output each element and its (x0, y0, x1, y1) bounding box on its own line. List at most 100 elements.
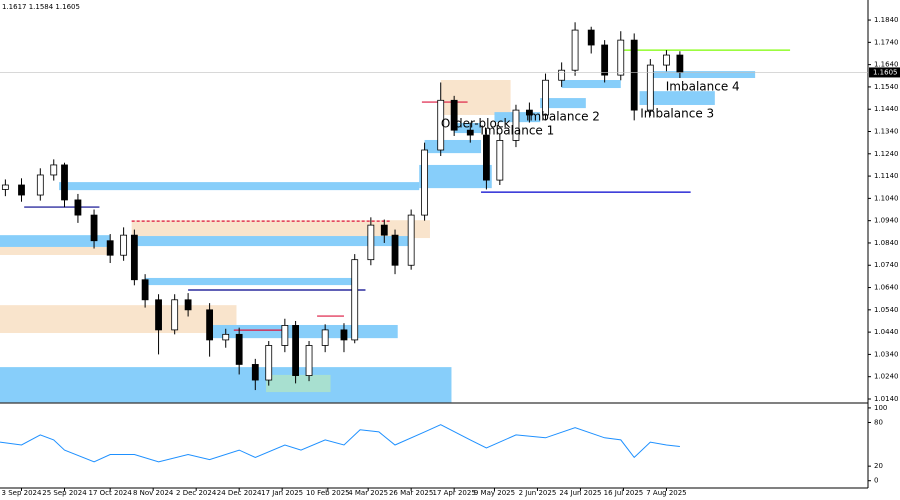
x-tick-label: 9 May 2025 (474, 489, 515, 497)
candle-body (380, 224, 388, 236)
y-tick-label: 1.0340 (874, 350, 899, 358)
zone (145, 277, 353, 286)
candle-body (74, 199, 82, 216)
candle-body (367, 224, 375, 261)
candle-body (496, 140, 504, 181)
x-tick-label: 17 Jan 2025 (261, 489, 303, 497)
candle-body (512, 109, 520, 141)
candle-body (281, 325, 289, 346)
candle-body (106, 240, 114, 256)
y-tick-label: 1.1640 (874, 61, 899, 69)
x-tick-label: 2 Jun 2025 (519, 489, 557, 497)
x-tick-label: 4 Mar 2025 (348, 489, 388, 497)
candle-body (130, 234, 138, 281)
y-tick-label: 1.0740 (874, 261, 899, 269)
candle-body (407, 214, 415, 266)
candle-body (90, 214, 98, 242)
candle-body (663, 54, 670, 66)
x-tick-label: 10 Feb 2025 (306, 489, 350, 497)
x-tick-label: 17 Oct 2024 (89, 489, 133, 497)
y-tick-label: 100 (874, 404, 887, 412)
candle-body (171, 299, 179, 331)
y-tick-label: 1.0240 (874, 373, 899, 381)
x-tick-label: 26 Mar 2025 (389, 489, 433, 497)
candle-body (265, 345, 273, 381)
x-tick-label: 7 Aug 2025 (646, 489, 686, 497)
candle-body (251, 364, 259, 381)
candle-body (617, 39, 625, 76)
candle-body (676, 54, 684, 73)
zone-label: Imbalance 1 (480, 124, 554, 138)
zone (131, 236, 412, 247)
zone (650, 71, 756, 79)
y-tick-label: 1.1240 (874, 150, 899, 158)
candle-body (305, 345, 313, 376)
y-tick-label: 1.1340 (874, 128, 899, 136)
candle-body (421, 149, 428, 216)
zone (131, 220, 430, 239)
current-price-tag (869, 67, 900, 78)
candle-body (466, 129, 474, 136)
candle-body (321, 329, 329, 346)
candle-body (184, 299, 192, 311)
candle-body (18, 184, 25, 196)
x-tick-label: 24 Dec 2024 (217, 489, 262, 497)
zone (0, 367, 452, 403)
candle-body (120, 234, 128, 256)
y-tick-label: 1.0140 (874, 395, 899, 403)
x-tick-label: 25 Sep 2024 (42, 489, 87, 497)
y-tick-label: 1.0640 (874, 284, 899, 292)
y-tick-label: 1.0840 (874, 239, 899, 247)
x-tick-label: 2 Dec 2024 (176, 489, 217, 497)
zone (59, 182, 420, 191)
zone (266, 374, 331, 393)
y-tick-label: 0 (874, 477, 878, 485)
zone (561, 80, 621, 89)
zone-label: Imbalance 4 (666, 80, 740, 94)
candle-body (542, 79, 549, 116)
candle-body (292, 325, 300, 376)
candle-body (558, 69, 566, 81)
x-tick-label: 24 Jun 2025 (559, 489, 601, 497)
current-price-label: 1.1605 (873, 68, 898, 76)
zone (0, 235, 111, 247)
candle-body (141, 279, 149, 301)
candle-body (61, 164, 68, 201)
x-tick-label: 3 Sep 2024 (2, 489, 42, 497)
x-tick-label: 17 Apr 2025 (433, 489, 476, 497)
zone (209, 324, 398, 339)
zone-label: Imbalance 3 (640, 106, 714, 120)
candle-body (351, 259, 359, 341)
candle-body (222, 333, 230, 341)
zone-label: Order-block (441, 117, 511, 131)
zone (540, 98, 586, 109)
candle-body (340, 329, 348, 341)
y-tick-label: 1.0540 (874, 306, 899, 314)
y-tick-label: 1.1740 (874, 38, 899, 46)
oscillator-line (0, 424, 680, 463)
candle-body (50, 164, 58, 176)
y-tick-label: 1.1540 (874, 83, 899, 91)
candle-body (391, 234, 399, 266)
candle-body (571, 29, 579, 71)
zone (639, 91, 715, 105)
candle-body (587, 29, 595, 46)
y-tick-label: 1.1840 (874, 16, 899, 24)
x-tick-label: 16 Jul 2025 (604, 489, 644, 497)
zone (419, 164, 492, 189)
y-tick-label: 20 (874, 462, 883, 470)
zone (0, 305, 237, 334)
zone (424, 139, 482, 154)
candle-body (1, 184, 9, 190)
y-tick-label: 1.1040 (874, 194, 899, 202)
candle-body (206, 309, 214, 341)
x-tick-label: 8 Nov 2024 (133, 489, 174, 497)
candle-body (155, 299, 162, 331)
y-tick-label: 1.0440 (874, 328, 899, 336)
candle-body (437, 99, 445, 151)
ohlc-text: 1.1617 1.1584 1.1605 (2, 3, 80, 11)
candle-body (630, 39, 638, 111)
y-tick-label: 1.0940 (874, 217, 899, 225)
zone-label: Imbalance 2 (526, 110, 600, 124)
